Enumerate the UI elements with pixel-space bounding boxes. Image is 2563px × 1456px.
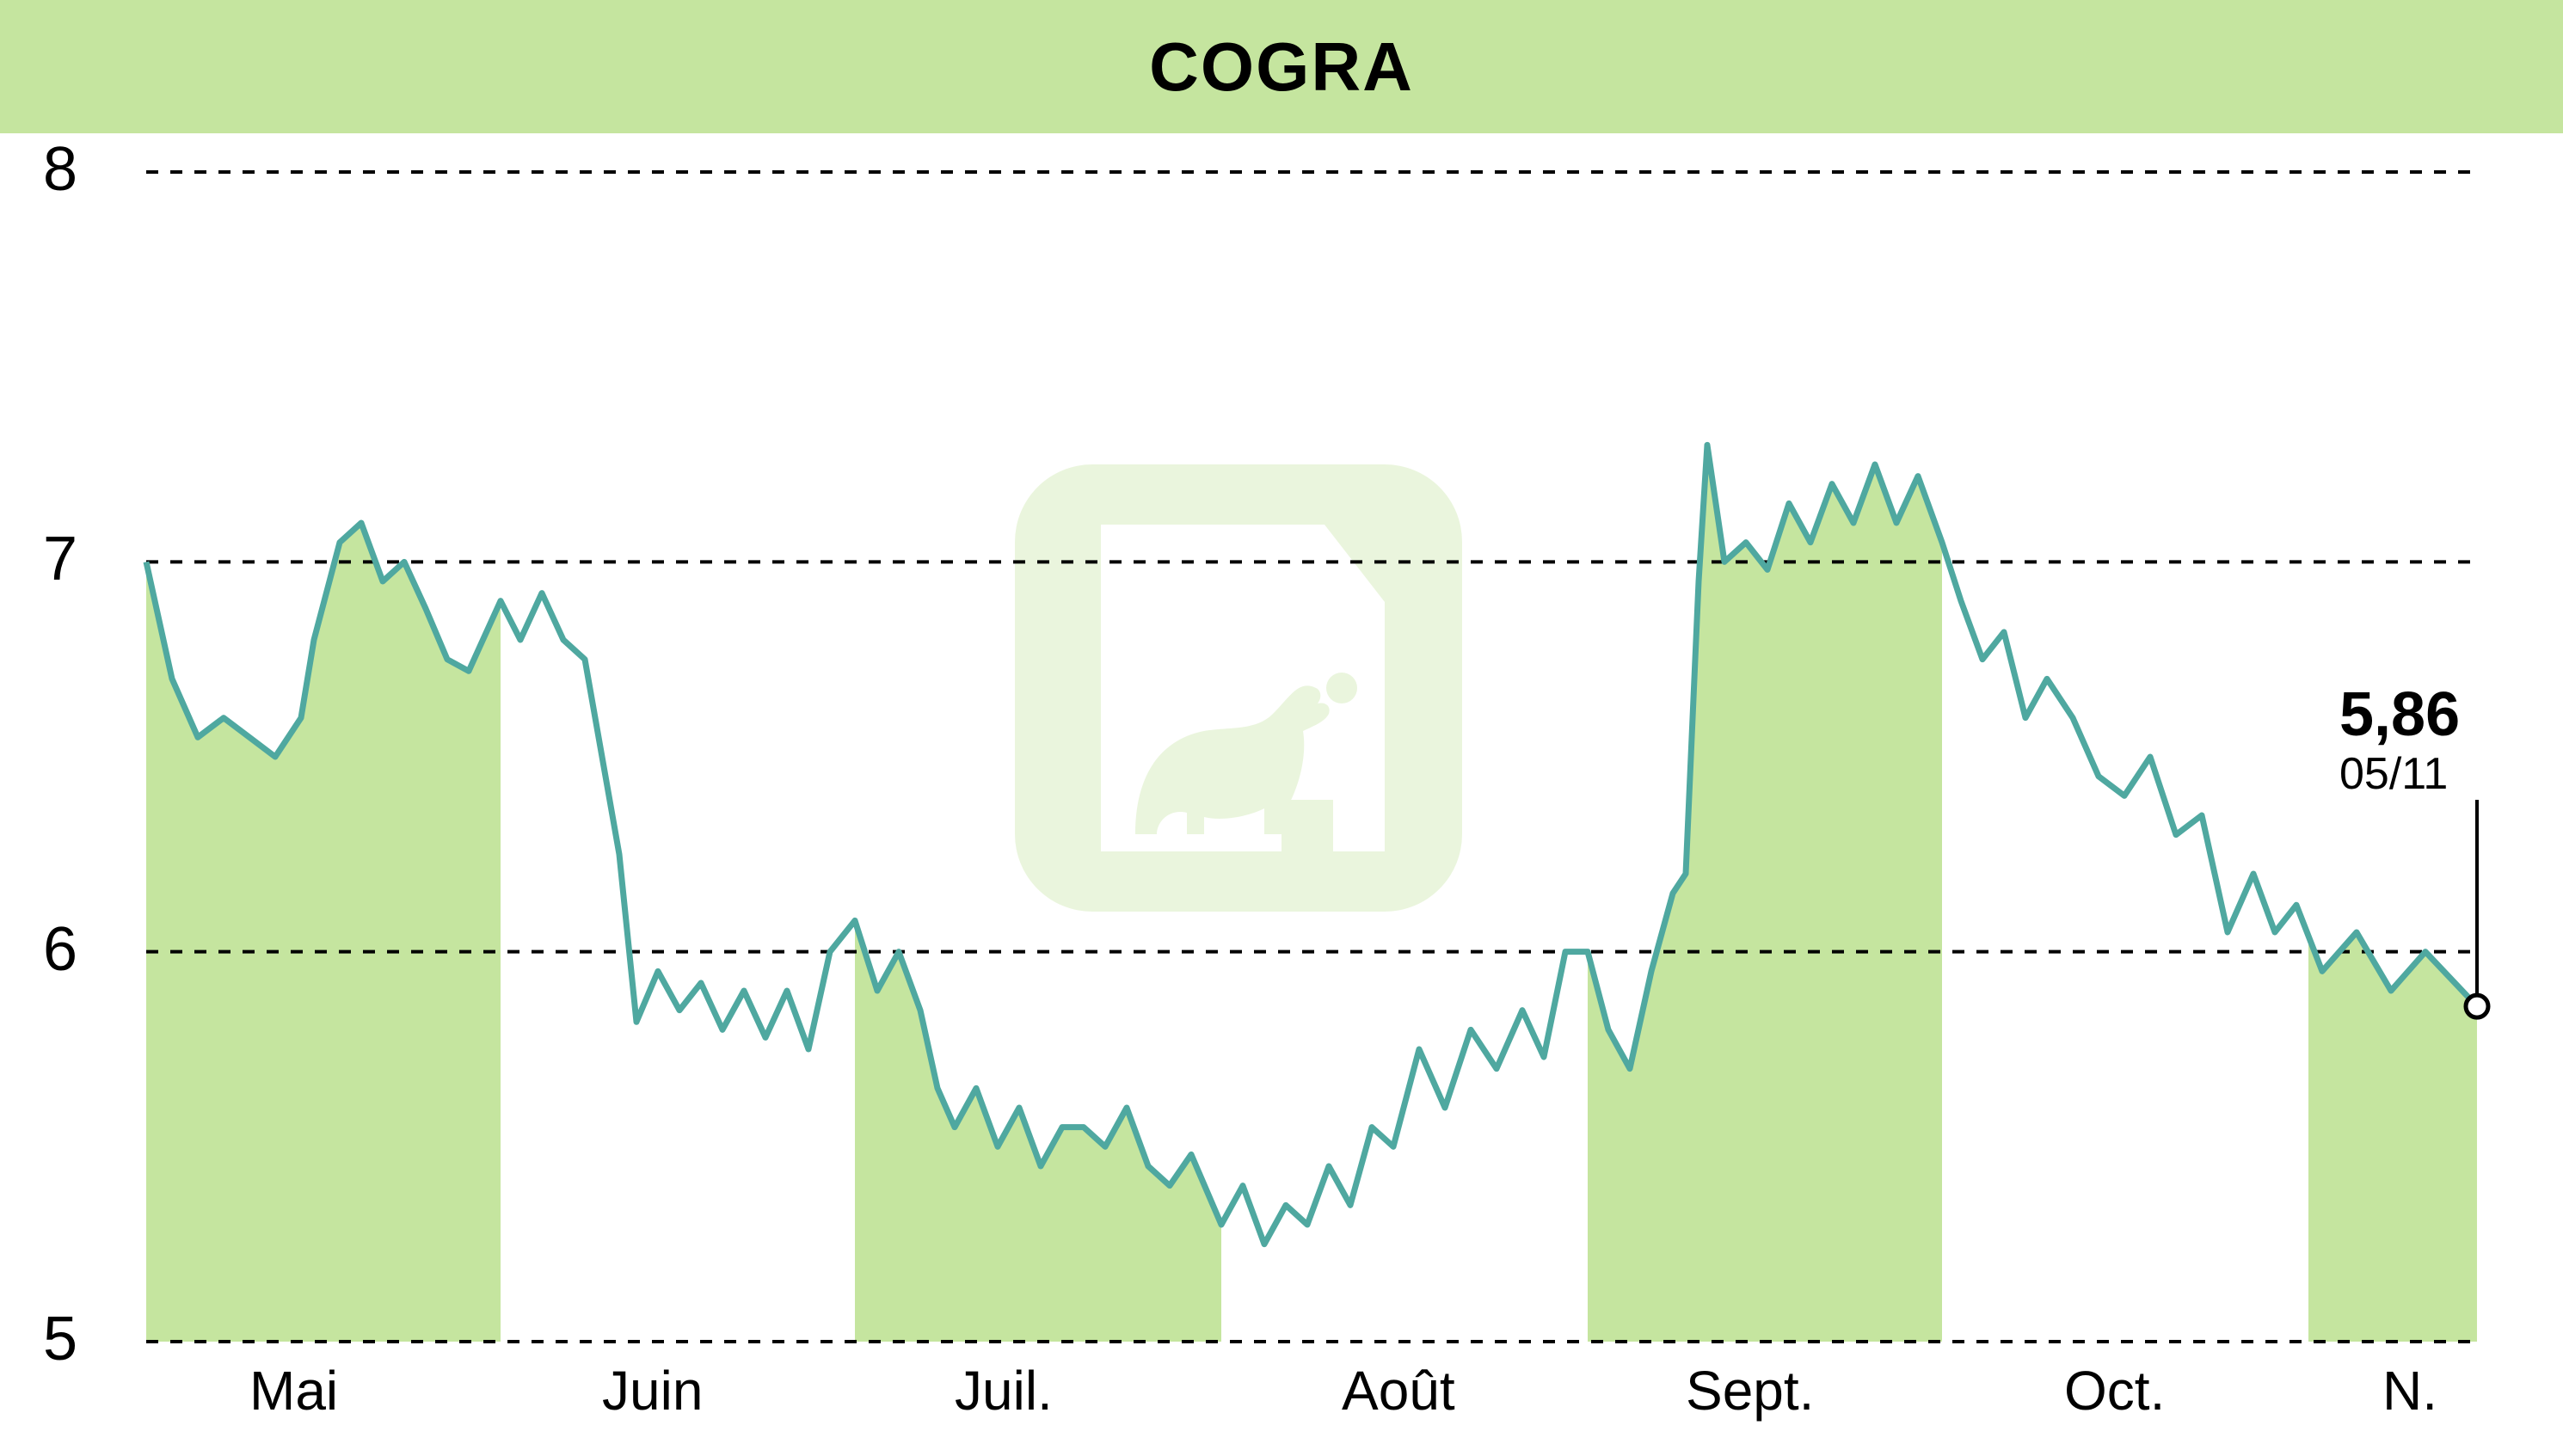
x-tick-label: Mai — [249, 1359, 338, 1422]
x-tick-label: N. — [2382, 1359, 2437, 1422]
x-tick-label: Juin — [602, 1359, 703, 1422]
last-date-label: 05/11 — [2339, 748, 2448, 800]
x-tick-label: Juil. — [955, 1359, 1053, 1422]
month-shade — [1588, 129, 1942, 1385]
x-tick-label: Sept. — [1686, 1359, 1814, 1422]
y-tick-label: 7 — [43, 524, 77, 594]
y-tick-label: 8 — [43, 134, 77, 205]
month-shade — [146, 129, 501, 1385]
last-value-label: 5,86 — [2339, 679, 2460, 750]
stock-chart — [0, 0, 2563, 1456]
x-tick-label: Oct. — [2064, 1359, 2165, 1422]
x-tick-label: Août — [1342, 1359, 1455, 1422]
y-tick-label: 6 — [43, 914, 77, 985]
month-shade — [855, 129, 1221, 1385]
last-point-marker — [2466, 995, 2488, 1017]
y-tick-label: 5 — [43, 1304, 77, 1374]
